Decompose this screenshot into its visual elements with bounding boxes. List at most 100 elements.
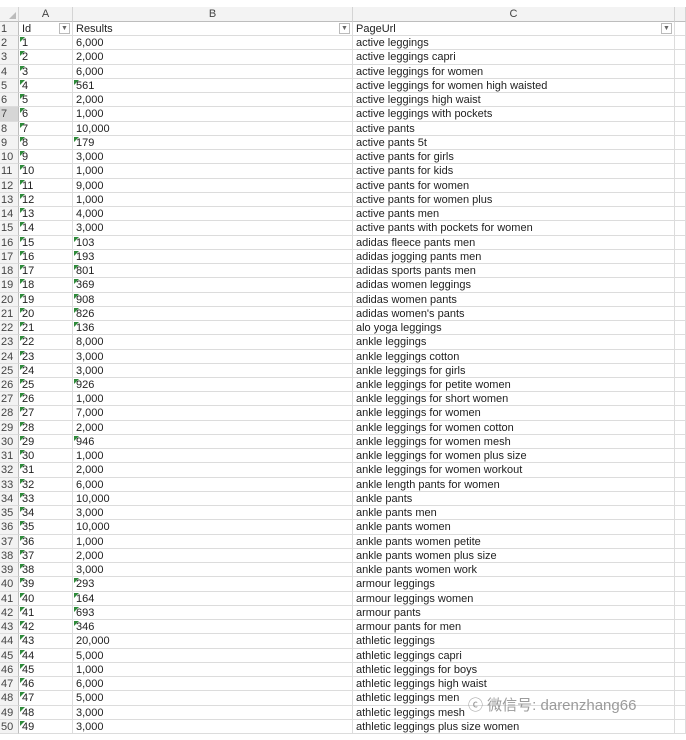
cell-id-header[interactable]: Id ▼ bbox=[19, 22, 73, 37]
cell-results-header[interactable]: Results ▼ bbox=[73, 22, 353, 37]
cell-results[interactable]: 4,000 bbox=[73, 207, 353, 222]
cell-results[interactable]: 1,000 bbox=[73, 192, 353, 208]
cell-id[interactable]: 26 bbox=[19, 392, 73, 407]
cell-results[interactable]: 693 bbox=[73, 605, 353, 621]
cell-empty[interactable] bbox=[675, 534, 686, 549]
cell-empty[interactable] bbox=[675, 221, 686, 236]
cell-id[interactable]: 46 bbox=[19, 677, 73, 692]
cell-pageurl[interactable]: ankle leggings for women mesh bbox=[353, 434, 675, 450]
cell-id[interactable]: 45 bbox=[19, 662, 73, 678]
filter-dropdown-pageurl-icon[interactable]: ▼ bbox=[661, 23, 672, 34]
cell-id[interactable]: 14 bbox=[19, 221, 73, 236]
row-header[interactable]: 22 bbox=[0, 321, 19, 336]
cell-empty[interactable] bbox=[675, 321, 686, 336]
column-header-b[interactable]: B bbox=[73, 7, 353, 22]
cell-pageurl[interactable]: athletic leggings mesh bbox=[353, 705, 675, 720]
cell-id[interactable]: 18 bbox=[19, 278, 73, 293]
cell-pageurl[interactable]: armour leggings bbox=[353, 577, 675, 592]
cell-results[interactable]: 1,000 bbox=[73, 164, 353, 179]
cell-id[interactable]: 19 bbox=[19, 292, 73, 307]
cell-empty[interactable] bbox=[675, 477, 686, 492]
row-header[interactable]: 49 bbox=[0, 705, 19, 720]
cell-id[interactable]: 22 bbox=[19, 335, 73, 350]
cell-empty[interactable] bbox=[675, 691, 686, 706]
row-header[interactable]: 27 bbox=[0, 392, 19, 407]
cell-empty[interactable] bbox=[675, 107, 686, 122]
cell-results[interactable]: 136 bbox=[73, 321, 353, 336]
cell-pageurl[interactable]: adidas fleece pants men bbox=[353, 235, 675, 250]
row-header[interactable]: 9 bbox=[0, 135, 19, 151]
cell-id[interactable]: 38 bbox=[19, 563, 73, 578]
cell-pageurl[interactable]: active pants men bbox=[353, 207, 675, 222]
row-header[interactable]: 26 bbox=[0, 378, 19, 393]
cell-empty[interactable] bbox=[675, 563, 686, 578]
cell-empty[interactable] bbox=[675, 577, 686, 592]
cell-results[interactable]: 1,000 bbox=[73, 107, 353, 122]
cell-results[interactable]: 6,000 bbox=[73, 677, 353, 692]
row-header[interactable]: 37 bbox=[0, 534, 19, 549]
cell-results[interactable]: 164 bbox=[73, 591, 353, 606]
row-header[interactable]: 20 bbox=[0, 292, 19, 307]
row-header[interactable]: 3 bbox=[0, 50, 19, 65]
row-header[interactable]: 2 bbox=[0, 36, 19, 51]
cell-empty[interactable] bbox=[675, 634, 686, 649]
cell-pageurl[interactable]: adidas women's pants bbox=[353, 306, 675, 322]
filter-dropdown-id-icon[interactable]: ▼ bbox=[59, 23, 70, 34]
row-header[interactable]: 7 bbox=[0, 107, 19, 122]
cell-id[interactable]: 30 bbox=[19, 449, 73, 464]
cell-empty[interactable] bbox=[675, 264, 686, 279]
row-header[interactable]: 4 bbox=[0, 64, 19, 79]
cell-results[interactable]: 346 bbox=[73, 620, 353, 635]
cell-pageurl[interactable]: active pants for girls bbox=[353, 150, 675, 165]
cell-empty[interactable] bbox=[675, 178, 686, 193]
row-header[interactable]: 16 bbox=[0, 235, 19, 250]
cell-empty[interactable] bbox=[675, 164, 686, 179]
cell-pageurl[interactable]: ankle pants women petite bbox=[353, 534, 675, 549]
cell-empty[interactable] bbox=[675, 278, 686, 293]
row-header[interactable]: 11 bbox=[0, 164, 19, 179]
cell-pageurl[interactable]: athletic leggings plus size women bbox=[353, 719, 675, 734]
cell-pageurl[interactable]: armour pants for men bbox=[353, 620, 675, 635]
cell-results[interactable]: 3,000 bbox=[73, 221, 353, 236]
cell-results[interactable]: 3,000 bbox=[73, 349, 353, 364]
row-header[interactable]: 24 bbox=[0, 349, 19, 364]
cell-empty[interactable] bbox=[675, 378, 686, 393]
cell-id[interactable]: 43 bbox=[19, 634, 73, 649]
row-header[interactable]: 42 bbox=[0, 605, 19, 621]
cell-empty[interactable] bbox=[675, 449, 686, 464]
cell-pageurl[interactable]: active leggings capri bbox=[353, 50, 675, 65]
cell-id[interactable]: 24 bbox=[19, 363, 73, 378]
row-header[interactable]: 18 bbox=[0, 264, 19, 279]
cell-pageurl[interactable]: active pants with pockets for women bbox=[353, 221, 675, 236]
cell-pageurl[interactable]: athletic leggings high waist bbox=[353, 677, 675, 692]
cell-id[interactable]: 17 bbox=[19, 264, 73, 279]
cell-results[interactable]: 193 bbox=[73, 249, 353, 265]
cell-id[interactable]: 23 bbox=[19, 349, 73, 364]
cell-id[interactable]: 42 bbox=[19, 620, 73, 635]
cell-empty[interactable] bbox=[675, 335, 686, 350]
cell-id[interactable]: 41 bbox=[19, 605, 73, 621]
cell-pageurl[interactable]: ankle leggings cotton bbox=[353, 349, 675, 364]
cell-empty[interactable] bbox=[675, 719, 686, 734]
cell-empty[interactable] bbox=[675, 235, 686, 250]
cell-results[interactable]: 20,000 bbox=[73, 634, 353, 649]
cell-results[interactable]: 1,000 bbox=[73, 392, 353, 407]
cell-results[interactable]: 3,000 bbox=[73, 150, 353, 165]
row-header[interactable]: 35 bbox=[0, 506, 19, 521]
cell-results[interactable]: 9,000 bbox=[73, 178, 353, 193]
cell-pageurl[interactable]: athletic leggings capri bbox=[353, 648, 675, 663]
cell-results[interactable]: 2,000 bbox=[73, 420, 353, 435]
cell-id[interactable]: 31 bbox=[19, 463, 73, 478]
cell-empty[interactable] bbox=[675, 677, 686, 692]
cell-id[interactable]: 29 bbox=[19, 434, 73, 450]
cell-results[interactable]: 3,000 bbox=[73, 506, 353, 521]
cell-empty[interactable] bbox=[675, 491, 686, 507]
row-header[interactable]: 15 bbox=[0, 221, 19, 236]
cell-id[interactable]: 20 bbox=[19, 306, 73, 322]
cell-pageurl[interactable]: ankle pants women work bbox=[353, 563, 675, 578]
cell-results[interactable]: 2,000 bbox=[73, 548, 353, 564]
cell-pageurl[interactable]: active pants for women plus bbox=[353, 192, 675, 208]
cell-results[interactable]: 3,000 bbox=[73, 563, 353, 578]
cell-id[interactable]: 40 bbox=[19, 591, 73, 606]
cell-empty[interactable] bbox=[675, 420, 686, 435]
